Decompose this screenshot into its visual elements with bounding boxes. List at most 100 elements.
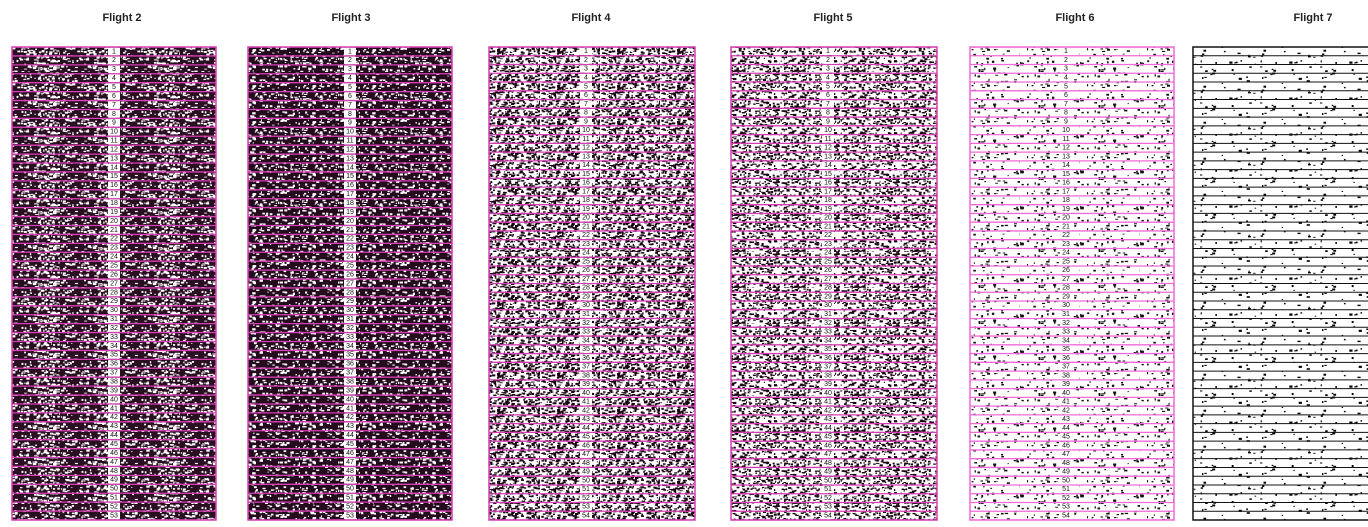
row-label: 34 [582, 337, 590, 344]
row-label: 35 [110, 352, 118, 359]
row-label: 34 [110, 343, 118, 350]
row-label: 52 [824, 495, 832, 502]
row-label: 50 [346, 486, 354, 493]
row-label: 19 [1062, 206, 1070, 213]
row-label: 21 [346, 227, 354, 234]
row-label: 1 [112, 48, 116, 55]
row-label: 21 [582, 223, 590, 230]
row-label: 29 [582, 293, 590, 300]
row-label: 52 [346, 503, 354, 510]
row-label: 31 [582, 311, 590, 318]
row-label: 17 [824, 188, 832, 195]
row-label: 20 [110, 218, 118, 225]
row-label: 13 [1062, 153, 1070, 160]
row-label: 29 [346, 298, 354, 305]
row-label: 10 [110, 129, 118, 136]
row-label: 18 [582, 197, 590, 204]
row-label: 48 [346, 468, 354, 475]
row-label: 38 [1062, 372, 1070, 379]
row-label: 35 [582, 346, 590, 353]
row-label: 13 [824, 153, 832, 160]
row-label: 5 [112, 84, 116, 91]
row-label: 49 [824, 469, 832, 476]
row-label: 53 [582, 504, 590, 511]
row-label: 17 [1062, 188, 1070, 195]
row-label: 31 [824, 311, 832, 318]
plot-panel: 1234567891011121314151617181920212223242… [731, 47, 937, 520]
row-label: 47 [346, 459, 354, 466]
row-label: 11 [110, 138, 117, 145]
row-label: 48 [110, 468, 118, 475]
row-label: 27 [110, 280, 118, 287]
row-label: 21 [824, 223, 832, 230]
row-label: 51 [824, 486, 832, 493]
row-label: 36 [582, 355, 590, 362]
row-label: 18 [824, 197, 832, 204]
row-label: 51 [346, 495, 354, 502]
row-label: 31 [346, 316, 354, 323]
row-label: 49 [110, 477, 118, 484]
row-label: 15 [824, 171, 832, 178]
row-label: 42 [110, 414, 118, 421]
row-label: 40 [1062, 390, 1070, 397]
row-label: 28 [582, 285, 590, 292]
row-label: 42 [824, 407, 832, 414]
row-label: 36 [110, 361, 118, 368]
row-label: 8 [112, 111, 116, 118]
row-label: 25 [110, 262, 118, 269]
figure: Flight 212345678910111213141516171819202… [0, 0, 1368, 522]
row-label: 41 [582, 399, 590, 406]
row-label: 4 [348, 75, 352, 82]
row-label: 20 [346, 218, 354, 225]
row-label: 38 [110, 379, 118, 386]
plot-panel [1193, 47, 1368, 520]
row-label: 22 [582, 232, 590, 239]
row-label: 19 [582, 206, 590, 213]
row-label: 31 [110, 316, 118, 323]
row-label: 49 [346, 477, 354, 484]
row-label: 4 [1064, 75, 1068, 82]
panel-title: Flight 3 [331, 12, 370, 24]
row-label: 14 [346, 164, 354, 171]
row-label: 33 [1062, 329, 1070, 336]
row-label: 27 [824, 276, 832, 283]
row-label: 26 [1062, 267, 1070, 274]
plot-panel: 1234567891011121314151617181920212223242… [248, 47, 452, 520]
row-label: 34 [1062, 337, 1070, 344]
row-label: 50 [1062, 477, 1070, 484]
row-label: 53 [346, 512, 354, 519]
row-label: 19 [110, 209, 118, 216]
row-label: 17 [582, 188, 590, 195]
row-label: 46 [1062, 442, 1070, 449]
row-label: 6 [584, 92, 588, 99]
row-label: 30 [346, 307, 354, 314]
panel-title: Flight 5 [813, 12, 852, 24]
row-label: 22 [110, 236, 118, 243]
plot-panel: 1234567891011121314151617181920212223242… [12, 47, 216, 520]
row-label: 50 [824, 477, 832, 484]
row-label: 28 [824, 285, 832, 292]
row-label: 7 [348, 102, 352, 109]
row-label: 43 [582, 416, 590, 423]
row-label: 11 [346, 138, 353, 145]
row-label: 9 [348, 120, 352, 127]
row-label: 50 [582, 477, 590, 484]
row-label: 45 [582, 434, 590, 441]
row-label: 23 [110, 245, 118, 252]
row-label: 39 [824, 381, 832, 388]
row-label: 37 [110, 370, 118, 377]
row-label: 52 [110, 503, 118, 510]
plot-panel: 1234567891011121314151617181920212223242… [489, 47, 695, 520]
row-label: 34 [824, 337, 832, 344]
row-label: 4 [112, 75, 116, 82]
row-label: 15 [1062, 171, 1070, 178]
row-label: 36 [824, 355, 832, 362]
row-label: 9 [1064, 118, 1068, 125]
row-label: 46 [346, 450, 354, 457]
row-label: 54 [582, 512, 590, 519]
panel-title: Flight 2 [102, 12, 141, 24]
row-label: 16 [582, 180, 590, 187]
row-label: 17 [110, 191, 118, 198]
row-label: 54 [824, 512, 832, 519]
row-label: 1 [1064, 48, 1068, 55]
